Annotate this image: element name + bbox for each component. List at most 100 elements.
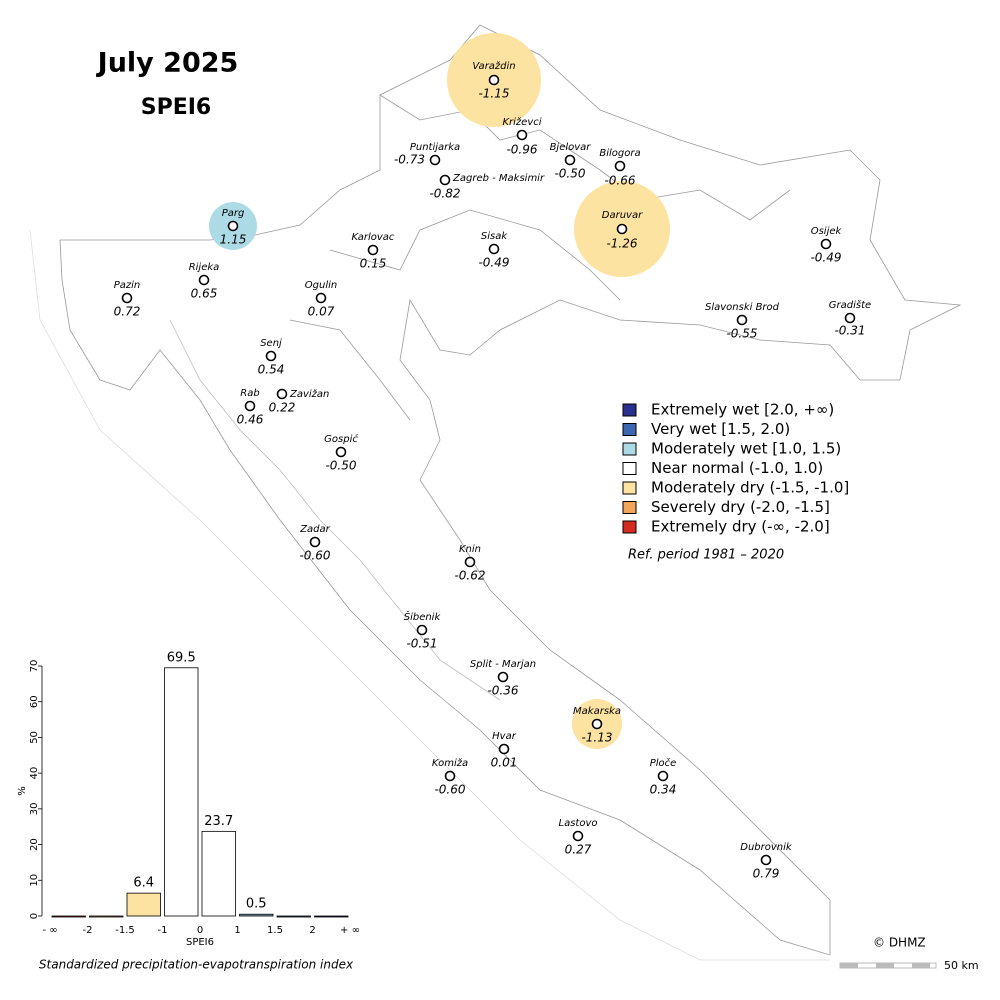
station-name: Dubrovnik (740, 842, 793, 853)
chart-caption: Standardized precipitation-evapotranspir… (39, 958, 354, 972)
station-value: -1.26 (606, 237, 637, 251)
station-value: -0.66 (604, 174, 635, 188)
station-value: -0.36 (487, 684, 518, 698)
station-value: 0.34 (650, 783, 677, 797)
station-value: -0.50 (325, 459, 356, 473)
station-marker (416, 624, 428, 636)
legend-swatch (622, 423, 637, 436)
legend-swatch (622, 481, 637, 495)
map-subtitle: SPEI6 (141, 95, 212, 120)
station-name: Senj (260, 338, 282, 349)
legend-label: Extremely dry (-∞, -2.0] (651, 518, 830, 536)
station-value: -0.31 (834, 324, 865, 338)
station-value: -0.60 (434, 783, 465, 797)
station-value: -0.49 (810, 251, 841, 265)
station-name: Zagreb - Maksimir (452, 173, 545, 184)
station-value: -0.82 (429, 187, 460, 201)
x-tick-label: -1 (158, 925, 168, 936)
station-name: Parg (222, 208, 245, 219)
bar (239, 913, 274, 917)
x-tick-label: 2 (309, 925, 315, 936)
legend-swatch (622, 501, 637, 514)
station-marker (315, 292, 327, 304)
station-value: -0.60 (299, 549, 330, 563)
station-name: Ploče (650, 757, 677, 769)
station-name: Rijeka (189, 262, 220, 273)
legend-label: Moderately dry (-1.5, -1.0] (651, 479, 849, 497)
station-value: 0.15 (360, 257, 387, 271)
x-tick-label: -1.5 (115, 925, 135, 936)
station-name: Slavonski Brod (705, 302, 780, 313)
x-tick-label: 0 (197, 925, 203, 936)
legend-label: Very wet [1.5, 2.0) (651, 420, 790, 438)
station-name: Varaždin (472, 60, 515, 72)
station-value: 0.79 (753, 867, 780, 881)
station-marker (736, 314, 748, 326)
station-value: -1.15 (478, 87, 509, 101)
bar (51, 915, 86, 918)
station-name: Bilogora (599, 148, 640, 159)
station-value: 0.65 (191, 287, 218, 301)
bar-value-label: 6.4 (133, 876, 154, 891)
legend-swatch (622, 442, 637, 456)
x-tick-label: + ∞ (340, 925, 360, 936)
station-marker (572, 830, 584, 842)
station-marker (516, 129, 528, 141)
legend-swatch (622, 520, 637, 534)
country-outline (29, 24, 962, 961)
station-name: Makarska (573, 706, 621, 717)
station-marker (844, 312, 856, 324)
ref-period: Ref. period 1981 – 2020 (628, 548, 784, 563)
y-tick-label: 60 (29, 695, 40, 708)
copyright: © DHMZ (873, 936, 926, 950)
map-title: July 2025 (96, 48, 239, 79)
station-name: Pazin (114, 280, 141, 291)
station-value: -0.73 (394, 153, 425, 167)
station-name: Split - Marjan (470, 659, 536, 670)
station-name: Sisak (481, 231, 508, 242)
station-value: 0.01 (491, 756, 518, 770)
x-tick-label: 1 (234, 925, 240, 936)
station-name: Gospić (324, 433, 358, 445)
legend-swatch (622, 462, 637, 475)
x-tick-label: 1.5 (267, 925, 283, 936)
bar-value-label: 23.7 (204, 814, 233, 829)
station-marker (335, 446, 347, 458)
bar (164, 667, 199, 917)
station-value: 0.46 (237, 413, 264, 427)
station-value: -0.62 (454, 569, 485, 583)
station-name: Gradište (829, 299, 871, 311)
y-tick-label: 30 (29, 802, 40, 815)
station-marker (614, 160, 626, 172)
station-name: Ogulin (305, 280, 337, 291)
x-axis-label: SPEI6 (186, 937, 214, 948)
station-name: Knin (459, 544, 481, 555)
station-marker (276, 388, 288, 400)
station-name: Karlovac (352, 232, 395, 243)
station-value: -0.51 (406, 637, 437, 651)
station-value: 0.07 (308, 305, 335, 319)
station-value: -0.49 (478, 256, 509, 270)
station-name: Osijek (811, 226, 843, 237)
station-marker (820, 238, 832, 250)
y-axis-label: % (17, 786, 28, 796)
bar (126, 892, 161, 917)
station-marker (121, 292, 133, 304)
station-value: -1.13 (581, 731, 612, 745)
station-marker (444, 770, 456, 782)
legend-swatch (622, 403, 637, 417)
station-value: 0.72 (114, 305, 141, 319)
station-marker (760, 854, 772, 866)
station-name: Bjelovar (550, 142, 592, 153)
bar-value-label: 0.5 (246, 897, 267, 912)
x-tick-label: - ∞ (42, 925, 57, 936)
bar (89, 915, 124, 918)
legend-label: Severely dry (-2.0, -1.5] (651, 498, 830, 516)
bar-value-label: 69.5 (167, 650, 196, 665)
station-name: Daruvar (602, 210, 643, 221)
bar (201, 830, 236, 917)
station-name: Zadar (299, 524, 330, 535)
station-value: -0.96 (506, 143, 537, 157)
station-marker (439, 174, 451, 186)
